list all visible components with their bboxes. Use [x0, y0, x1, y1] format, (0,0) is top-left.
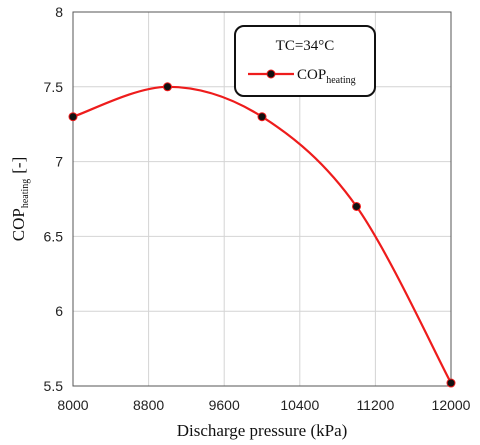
data-point [68, 112, 78, 122]
data-point [446, 378, 456, 388]
data-point [352, 201, 361, 211]
y-axis-title: COPheating [-] [9, 157, 31, 242]
y-axis-title-main: COP [9, 208, 28, 241]
y-tick-label: 6.5 [44, 228, 64, 244]
legend-entry-sub: heating [326, 75, 355, 86]
legend-marker-sample [266, 69, 276, 79]
x-tick-label: 8000 [57, 397, 88, 413]
x-axis-title: Discharge pressure (kPa) [177, 421, 348, 440]
x-tick-label: 8800 [133, 397, 164, 413]
legend-title: TC=34°C [276, 38, 335, 54]
legend-entry: COPheating [297, 67, 356, 86]
plot-frame [72, 11, 452, 387]
y-tick-label: 7 [55, 154, 63, 170]
x-tick-label: 11200 [356, 397, 394, 413]
x-tick-label: 12000 [432, 397, 471, 413]
svg-text:COPheating[-]: COPheating [-] [9, 157, 31, 242]
y-tick-label: 7.5 [44, 79, 64, 95]
data-point [163, 82, 172, 92]
y-axis-title-unit: [-] [9, 157, 28, 174]
y-axis-title-sub: heating [20, 179, 31, 208]
series-markers [68, 82, 456, 388]
legend: TC=34°C COPheating [234, 25, 376, 97]
y-tick-label: 8 [55, 4, 63, 20]
x-tick-label: 10400 [280, 397, 319, 413]
legend-entry-main: COP [297, 67, 326, 83]
y-tick-label: 5.5 [44, 378, 64, 394]
y-tick-label: 6 [55, 303, 63, 319]
legend-box [234, 25, 376, 97]
x-tick-label: 9600 [209, 397, 240, 413]
tick-labels: 8000 8800 9600 10400 11200 12000 5.5 6 6.5 7 7.5 8 [44, 4, 471, 413]
series-line [72, 85, 452, 384]
data-point [257, 112, 267, 122]
